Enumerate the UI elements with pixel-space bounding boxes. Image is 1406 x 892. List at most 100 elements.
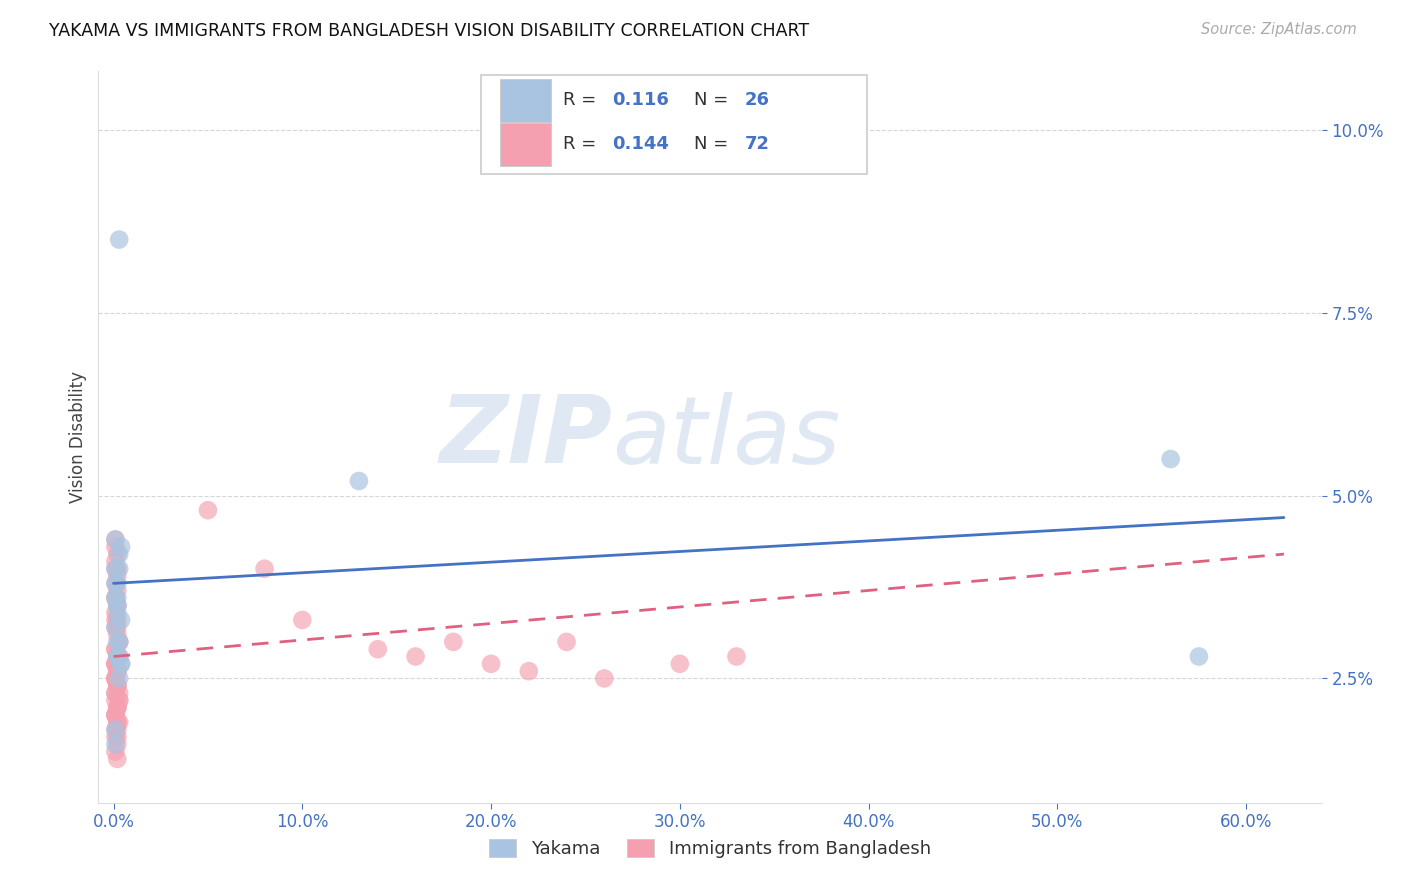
Point: [104, 730, 127, 744]
Point: [593, 672, 616, 686]
Point: [105, 723, 128, 737]
Point: [105, 649, 128, 664]
Point: [104, 686, 127, 700]
Point: [104, 708, 127, 723]
Point: [104, 657, 127, 671]
Point: [108, 649, 131, 664]
Point: [108, 562, 131, 576]
Point: [104, 591, 127, 605]
Text: atlas: atlas: [612, 392, 841, 483]
Point: [108, 635, 131, 649]
Point: [517, 664, 540, 678]
Point: [104, 723, 127, 737]
Point: [104, 554, 127, 568]
Point: [104, 657, 127, 671]
Point: [110, 540, 132, 554]
Text: R =: R =: [564, 136, 602, 153]
Point: [105, 700, 128, 714]
Point: [108, 715, 131, 730]
Point: [105, 700, 128, 714]
Point: [108, 693, 131, 707]
Point: [105, 664, 128, 678]
Point: [105, 679, 128, 693]
FancyBboxPatch shape: [499, 79, 551, 122]
Point: [555, 635, 578, 649]
Point: [105, 599, 128, 613]
Point: [108, 649, 131, 664]
Point: [105, 547, 128, 561]
Point: [105, 599, 128, 613]
Point: [104, 576, 127, 591]
Point: [104, 591, 127, 605]
Point: [105, 649, 128, 664]
Point: [104, 591, 127, 605]
Point: [367, 642, 389, 657]
Point: [105, 599, 128, 613]
Text: YAKAMA VS IMMIGRANTS FROM BANGLADESH VISION DISABILITY CORRELATION CHART: YAKAMA VS IMMIGRANTS FROM BANGLADESH VIS…: [49, 22, 810, 40]
Point: [105, 606, 128, 620]
Point: [108, 233, 131, 247]
Point: [197, 503, 219, 517]
Point: [105, 730, 128, 744]
Point: [105, 664, 128, 678]
Point: [104, 642, 127, 657]
Point: [108, 693, 131, 707]
Text: R =: R =: [564, 91, 602, 109]
Point: [725, 649, 748, 664]
Point: [104, 693, 127, 707]
Point: [110, 613, 132, 627]
Point: [110, 657, 132, 671]
Point: [104, 672, 127, 686]
Text: 0.144: 0.144: [612, 136, 669, 153]
Point: [104, 737, 127, 751]
Point: [104, 533, 127, 547]
Point: [108, 635, 131, 649]
Point: [105, 752, 128, 766]
Point: [105, 635, 128, 649]
Legend: Yakama, Immigrants from Bangladesh: Yakama, Immigrants from Bangladesh: [481, 830, 939, 867]
Text: 0.116: 0.116: [612, 91, 669, 109]
Point: [104, 686, 127, 700]
Point: [105, 627, 128, 641]
Text: N =: N =: [695, 136, 734, 153]
Point: [104, 745, 127, 759]
Y-axis label: Vision Disability: Vision Disability: [69, 371, 87, 503]
Point: [108, 547, 131, 561]
Point: [669, 657, 692, 671]
FancyBboxPatch shape: [499, 123, 551, 166]
Point: [104, 562, 127, 576]
Point: [105, 649, 128, 664]
Point: [104, 613, 127, 627]
Text: Source: ZipAtlas.com: Source: ZipAtlas.com: [1201, 22, 1357, 37]
Text: 72: 72: [744, 136, 769, 153]
Point: [441, 635, 464, 649]
Point: [104, 562, 127, 576]
Text: 26: 26: [744, 91, 769, 109]
Point: [479, 657, 502, 671]
Point: [110, 657, 132, 671]
Point: [405, 649, 427, 664]
Point: [105, 583, 128, 598]
Point: [105, 620, 128, 634]
Point: [105, 715, 128, 730]
Point: [105, 562, 128, 576]
Point: [104, 642, 127, 657]
Point: [108, 686, 131, 700]
Point: [105, 664, 128, 678]
Point: [104, 708, 127, 723]
Point: [105, 679, 128, 693]
Point: [104, 672, 127, 686]
Point: [104, 672, 127, 686]
Point: [105, 715, 128, 730]
Point: [105, 737, 128, 751]
Point: [1160, 452, 1182, 467]
Point: [104, 540, 127, 554]
Point: [105, 591, 128, 605]
Point: [291, 613, 314, 627]
FancyBboxPatch shape: [481, 75, 866, 174]
Point: [1188, 649, 1211, 664]
Text: N =: N =: [695, 91, 734, 109]
Point: [104, 620, 127, 634]
Point: [104, 606, 127, 620]
Point: [347, 474, 370, 488]
